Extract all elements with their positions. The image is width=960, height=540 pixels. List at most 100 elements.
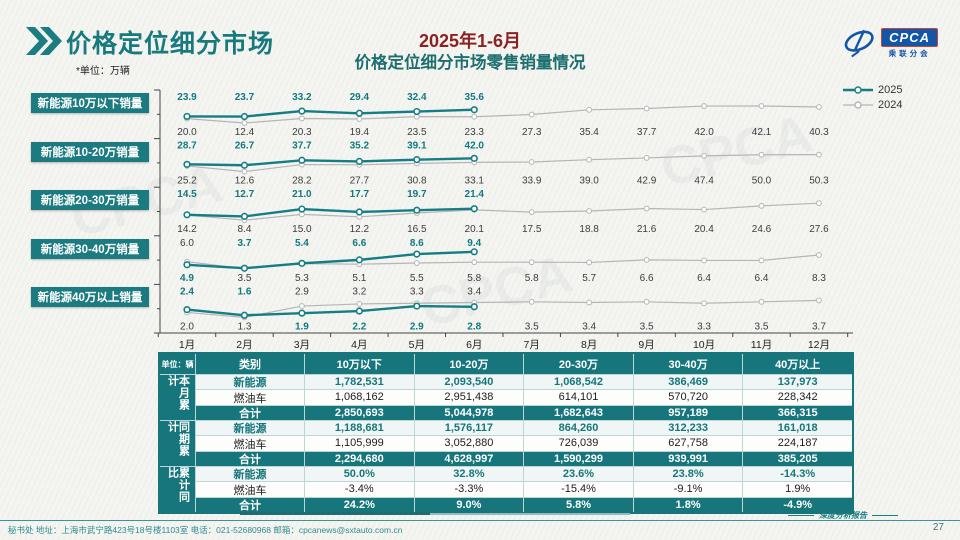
label-2024-r3-m2: 3.5 — [237, 273, 251, 284]
label-2025-r3-m2: 3.7 — [237, 238, 251, 249]
label-2025-r3-m4: 6.6 — [352, 238, 366, 249]
legend-swatch-icon — [843, 101, 873, 109]
label-2024-r4-m5: 3.3 — [410, 286, 424, 297]
label-2025-r2-m1: 14.5 — [177, 189, 197, 200]
month-label-6: 6月 — [466, 339, 482, 351]
label-2024-r1-m3: 28.2 — [292, 176, 312, 187]
legend-label: 2025 — [878, 84, 903, 96]
label-2024-r2-m10: 20.4 — [694, 224, 714, 235]
report-tag-text: 深度分析报告 — [819, 511, 867, 520]
table-cell-0-2-2: 1,682,643 — [524, 405, 633, 420]
month-label-7: 7月 — [524, 339, 540, 351]
label-2024-r3-m6: 5.8 — [467, 273, 481, 284]
label-2024-r4-m3: 2.9 — [295, 286, 309, 297]
table-cell-1-2-4: 385,205 — [743, 451, 852, 466]
label-2025-r2-m4: 17.7 — [350, 189, 370, 200]
table-cell-0-2-4: 366,315 — [743, 405, 852, 420]
label-2025-r1-m5: 39.1 — [407, 141, 427, 152]
month-label-1: 1月 — [179, 339, 195, 351]
table-cell-1-1-1: 3,052,880 — [414, 436, 524, 451]
label-2024-r1-m7: 33.9 — [522, 176, 542, 187]
table-cell-2-2-1: 9.0% — [414, 497, 524, 512]
label-2025-r4-m5: 2.9 — [410, 321, 424, 332]
label-2025-r3-m5: 8.6 — [410, 238, 424, 249]
table-row-label-2-0: 新能源 — [196, 466, 304, 482]
tag-line-left — [788, 515, 814, 516]
label-2025-r3-m3: 5.4 — [295, 238, 309, 249]
footer-accent-bar — [240, 512, 430, 515]
table-row-label-1-1: 燃油车 — [196, 436, 304, 451]
table-cell-0-1-2: 614,101 — [524, 390, 633, 405]
label-2025-r0-m4: 29.4 — [350, 92, 370, 103]
label-2024-r1-m12: 50.3 — [809, 176, 829, 187]
table-col-header-0: 类别 — [196, 354, 304, 374]
footer-rule — [0, 520, 960, 521]
table-cell-1-1-3: 627,758 — [633, 436, 743, 451]
table-cell-2-1-3: -9.1% — [633, 482, 743, 497]
label-2024-r1-m10: 47.4 — [694, 176, 714, 187]
label-2024-r4-m1: 2.0 — [180, 321, 194, 332]
table-cell-0-0-1: 2,093,540 — [414, 375, 524, 390]
table-col-header-2: 10-20万 — [414, 354, 524, 374]
label-2025-r1-m3: 37.7 — [292, 141, 312, 152]
legend-item-2024: 2024 — [843, 99, 902, 111]
table-cell-2-2-4: -4.9% — [743, 497, 852, 512]
month-label-3: 3月 — [294, 339, 310, 351]
label-2025-r1-m1: 28.7 — [177, 141, 197, 152]
label-2024-r4-m2: 1.3 — [237, 321, 251, 332]
tag-line-right — [872, 515, 898, 516]
label-2024-r2-m2: 8.4 — [237, 224, 251, 235]
legend-item-2025: 2025 — [843, 84, 902, 96]
label-2025-r1-m4: 35.2 — [350, 141, 370, 152]
table-cell-1-1-4: 224,187 — [743, 436, 852, 451]
table-unit-label: 单位：辆 — [160, 354, 195, 374]
table-cell-1-2-3: 939,991 — [633, 451, 743, 466]
label-2024-r0-m6: 23.3 — [465, 127, 485, 138]
label-2024-r3-m1: 6.0 — [180, 238, 194, 249]
segment-line-charts: 1月 2月 3月 4月 5月 6月 7月 8月 9月 10月 11月 12月 23.9 20.0 23.7 1… — [154, 89, 853, 351]
label-2024-r4-m11: 3.5 — [755, 321, 769, 332]
label-2024-r3-m12: 8.3 — [812, 273, 826, 284]
table-cell-2-1-1: -3.3% — [414, 482, 524, 497]
table-cell-0-0-4: 137,973 — [743, 375, 852, 390]
label-2024-r4-m12: 3.7 — [812, 321, 826, 332]
label-2025-r0-m5: 32.4 — [407, 92, 427, 103]
label-2024-r4-m8: 3.4 — [582, 321, 596, 332]
table-cell-2-2-3: 1.8% — [633, 497, 743, 512]
label-2024-r2-m12: 27.6 — [809, 224, 829, 235]
cpca-logo-text: CPCA — [881, 27, 938, 47]
label-2024-r3-m3: 5.3 — [295, 273, 309, 284]
segment-badge-2: 新能源20-30万销量 — [31, 190, 149, 211]
label-2024-r2-m4: 12.2 — [350, 224, 370, 235]
legend-label: 2024 — [878, 99, 903, 111]
label-2024-r2-m7: 17.5 — [522, 224, 542, 235]
label-2024-r2-m5: 16.5 — [407, 224, 427, 235]
table-cell-0-2-3: 957,189 — [633, 405, 743, 420]
table-cell-0-2-0: 2,850,693 — [305, 405, 414, 420]
footer-contact: 秘书处 地址：上海市武宁路423号18号楼1103室 电话：021-526809… — [8, 525, 403, 535]
table-cell-2-0-2: 23.6% — [524, 466, 633, 482]
segment-data-table: 单位：辆 类别 10万以下 10-20万 20-30万 30-40万 40万以上 本月累计 新能… — [158, 352, 854, 514]
month-label-8: 8月 — [581, 339, 597, 351]
label-2024-r0-m5: 23.5 — [407, 127, 427, 138]
label-2024-r0-m11: 42.1 — [752, 127, 772, 138]
table-col-header-4: 30-40万 — [633, 354, 743, 374]
label-2024-r1-m6: 33.1 — [465, 176, 485, 187]
chart-unit-note: *单位：万辆 — [76, 66, 130, 77]
label-2024-r1-m4: 27.7 — [350, 176, 370, 187]
table-col-header-1: 10万以下 — [305, 354, 414, 374]
table-row-label-1-0: 新能源 — [196, 420, 304, 436]
label-2025-r0-m1: 23.9 — [177, 92, 197, 103]
table-cell-2-2-2: 5.8% — [524, 497, 633, 512]
month-label-2: 2月 — [236, 339, 252, 351]
table-cell-0-0-3: 386,469 — [633, 375, 743, 390]
table-cell-1-0-4: 161,018 — [743, 420, 852, 436]
month-label-4: 4月 — [351, 339, 367, 351]
label-2024-r4-m4: 3.2 — [352, 286, 366, 297]
table-cell-0-1-4: 228,342 — [743, 390, 852, 405]
table-row-label-2-1: 燃油车 — [196, 482, 304, 497]
label-2024-r2-m1: 14.2 — [177, 224, 197, 235]
label-2024-r1-m2: 12.6 — [235, 176, 255, 187]
label-2024-r3-m11: 6.4 — [755, 273, 769, 284]
chart-title-line1: 2025年1-6月 — [418, 31, 522, 51]
